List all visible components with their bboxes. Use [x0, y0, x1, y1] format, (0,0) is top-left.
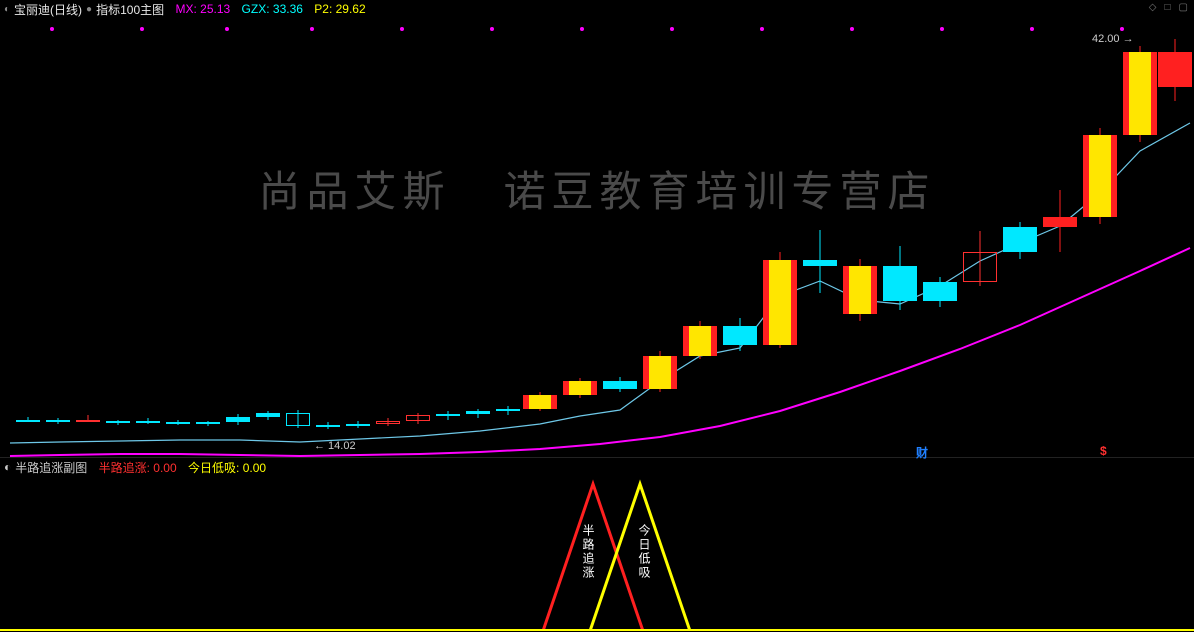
price-low-label: ← 14.02: [314, 440, 356, 452]
candle: [376, 418, 400, 426]
indicator-dot: [140, 27, 144, 31]
indicator-label: 指标100主图: [96, 1, 164, 18]
candle: [563, 378, 597, 397]
candle: [1003, 222, 1037, 259]
candle: [16, 417, 40, 423]
gzx-label: GZX: 33.36: [242, 2, 303, 16]
candle: [683, 321, 717, 360]
yellow-triangle-label: 今日低吸: [636, 524, 653, 580]
candle: [346, 421, 370, 428]
candle: [1083, 128, 1117, 224]
indicator-dot: [310, 27, 314, 31]
candle: [106, 420, 130, 426]
candle: [496, 406, 520, 416]
price-high-label: 42.00 →: [1092, 33, 1134, 45]
window-controls: ◇ □ ▢: [1149, 2, 1188, 13]
dollar-marker-icon: $: [1100, 444, 1107, 458]
indicator-dot: [400, 27, 404, 31]
stock-name: 宝丽迪(日线): [14, 1, 82, 18]
mx-label: MX: 25.13: [175, 2, 230, 16]
candle: [46, 418, 70, 424]
main-candlestick-chart[interactable]: 尚品艾斯 诺豆教育培训专营店 42.00 → ← 14.02 财 $: [0, 18, 1194, 458]
sub-l1: 半路追涨: 0.00: [99, 459, 177, 476]
candle: [1043, 190, 1077, 252]
candle: [603, 377, 637, 392]
candle: [466, 409, 490, 419]
red-triangle-label: 半路追涨: [580, 524, 597, 580]
candle: [286, 410, 310, 428]
indicator-dot-icon: ●: [86, 4, 92, 15]
candle: [226, 414, 250, 425]
candle: [923, 277, 957, 307]
candle: [1158, 39, 1192, 101]
candle: [803, 230, 837, 293]
sub-chart-header: ◐ 半路追涨副图 半路追涨: 0.00 今日低吸: 0.00: [0, 458, 1194, 476]
candle: [316, 422, 340, 429]
sub-indicator-chart[interactable]: 半路追涨 今日低吸: [0, 476, 1194, 631]
candle: [76, 415, 100, 422]
candle: [436, 411, 460, 419]
indicator-dot: [50, 27, 54, 31]
sub-l2: 今日低吸: 0.00: [188, 459, 266, 476]
candle: [643, 351, 677, 392]
indicator-dot: [1030, 27, 1034, 31]
p2-label: P2: 29.62: [314, 2, 365, 16]
expand-sub-icon[interactable]: ◐: [4, 460, 11, 474]
candle: [166, 420, 190, 426]
indicator-dot: [580, 27, 584, 31]
candle: [763, 252, 797, 348]
window-icon-1[interactable]: ◇: [1149, 2, 1157, 13]
candle: [196, 421, 220, 427]
window-icon-2[interactable]: □: [1165, 2, 1171, 13]
candle: [883, 246, 917, 309]
candle: [843, 259, 877, 321]
indicator-dot: [225, 27, 229, 31]
cai-marker-icon: 财: [916, 444, 928, 461]
indicator-dot: [1120, 27, 1124, 31]
watermark: 尚品艾斯 诺豆教育培训专营店: [0, 158, 1194, 219]
candle: [256, 411, 280, 419]
candle: [1123, 46, 1157, 142]
candle: [723, 318, 757, 351]
indicator-dot: [850, 27, 854, 31]
indicator-dot: [940, 27, 944, 31]
indicator-dot: [670, 27, 674, 31]
candle: [406, 413, 430, 424]
sub-chart-overlay: [0, 476, 1194, 631]
candle: [136, 418, 160, 424]
candle: [523, 392, 557, 411]
expand-icon[interactable]: ◐: [4, 4, 10, 15]
window-icon-3[interactable]: ▢: [1179, 2, 1188, 13]
sub-title: 半路追涨副图: [15, 459, 87, 476]
candle: [963, 231, 997, 286]
indicator-dot: [490, 27, 494, 31]
indicator-dot: [760, 27, 764, 31]
main-chart-header: ◐ 宝丽迪(日线) ● 指标100主图 MX: 25.13 GZX: 33.36…: [0, 0, 1194, 18]
